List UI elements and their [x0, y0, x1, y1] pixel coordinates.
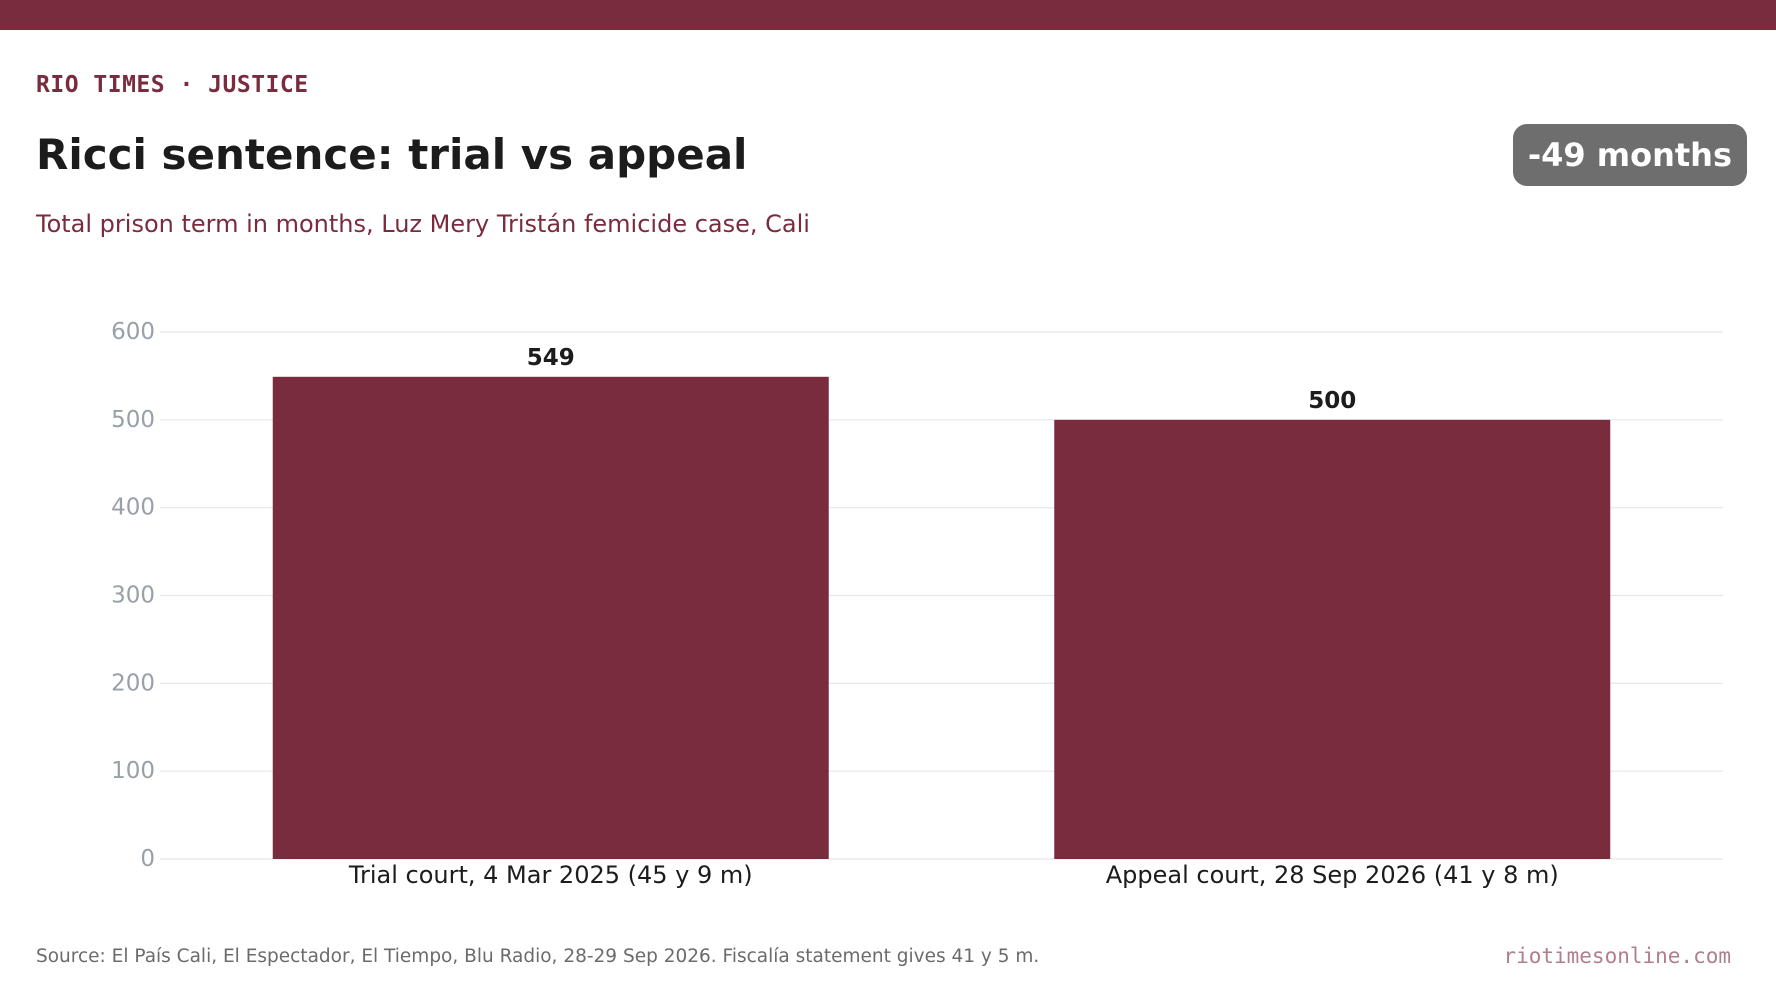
source-note: Source: El País Cali, El Espectador, El … — [36, 946, 1040, 967]
y-tick-label: 500 — [111, 407, 155, 433]
site-credit[interactable]: riotimesonline.com — [1503, 944, 1731, 968]
y-tick-label: 600 — [111, 319, 155, 345]
bars — [272, 376, 1611, 859]
bar — [272, 376, 829, 859]
y-tick-label: 100 — [111, 758, 155, 784]
bar-value-label: 549 — [527, 345, 575, 371]
bar — [1054, 419, 1611, 859]
y-tick-label: 200 — [111, 670, 155, 696]
difference-badge: -49 months — [1512, 124, 1747, 186]
x-tick-label: Appeal court, 28 Sep 2026 (41 y 8 m) — [1106, 861, 1559, 889]
data-labels: 549 500 — [527, 345, 1357, 414]
x-axis-ticks: Trial court, 4 Mar 2025 (45 y 9 m) Appeal… — [348, 861, 1559, 889]
y-axis-ticks: 0 100 200 300 400 500 600 — [111, 319, 155, 872]
bar-value-label: 500 — [1308, 388, 1356, 414]
x-tick-label: Trial court, 4 Mar 2025 (45 y 9 m) — [348, 861, 753, 889]
y-tick-label: 300 — [111, 583, 155, 609]
section-kicker: RIO TIMES · JUSTICE — [36, 72, 309, 98]
y-tick-label: 0 — [140, 846, 155, 872]
chart-title: Ricci sentence: trial vs appeal — [36, 130, 748, 179]
chart-subtitle: Total prison term in months, Luz Mery Tr… — [36, 210, 810, 238]
y-tick-label: 400 — [111, 495, 155, 521]
top-accent-bar — [0, 0, 1776, 30]
